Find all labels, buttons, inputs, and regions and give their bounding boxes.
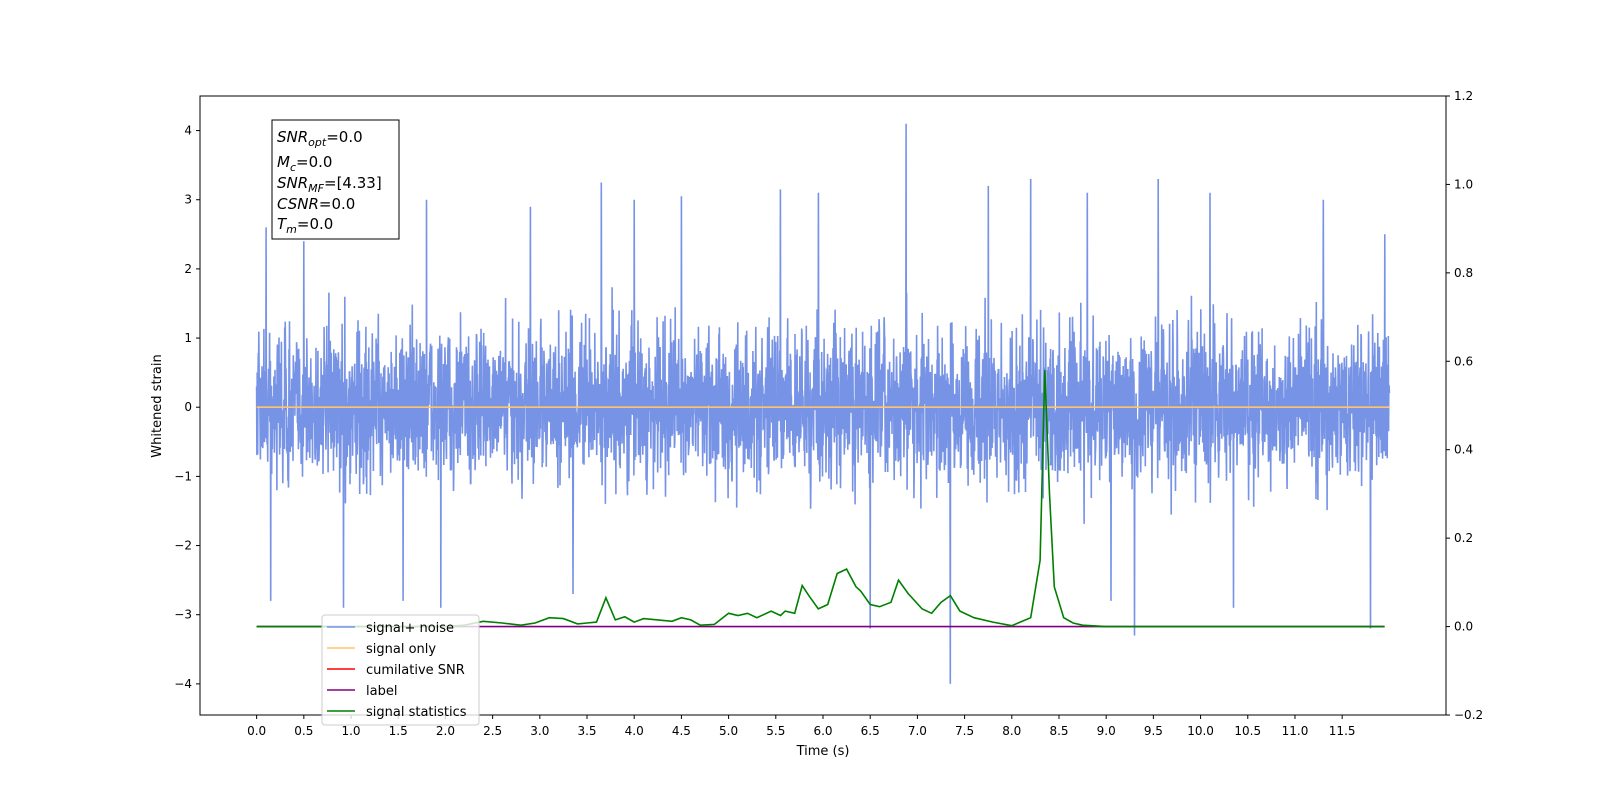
legend-label: signal statistics [366, 705, 467, 720]
legend-label: label [366, 684, 397, 699]
x-tick-label: 0.5 [294, 724, 313, 738]
series-signal-noise-line [255, 123, 1391, 684]
x-tick-label: 3.5 [577, 724, 596, 738]
y-tick-label: −1 [174, 469, 192, 483]
x-tick-label: 5.5 [766, 724, 785, 738]
x-tick-label: 7.0 [908, 724, 927, 738]
x-tick-label: 8.0 [1002, 724, 1021, 738]
y-tick-label: 2 [184, 262, 192, 276]
annotation-line-csnr: CSNR=0.0 [277, 195, 355, 213]
x-tick-label: 6.5 [861, 724, 880, 738]
y-axis-ticks: 4 3 2 1 0 −1 −2 −3 −4 [174, 124, 200, 691]
x-tick-label: 3.0 [530, 724, 549, 738]
stats-annotation-box: SNRopt=0.0 Mc=0.0 SNRMF=[4.33] CSNR=0.0 … [271, 119, 400, 240]
y2-tick-label: 0.8 [1454, 266, 1473, 280]
x-tick-label: 2.5 [483, 724, 502, 738]
x-tick-label: 1.0 [341, 724, 360, 738]
legend-label: cumilative SNR [366, 663, 465, 678]
x-tick-label: 11.5 [1329, 724, 1356, 738]
series-line-3 [256, 370, 1385, 628]
y2-tick-label: 0.6 [1454, 354, 1473, 368]
x-tick-label: 2.0 [436, 724, 455, 738]
y-tick-label: 4 [184, 124, 192, 138]
x-tick-label: 11.0 [1282, 724, 1309, 738]
x-axis-ticks: 0.0 0.5 1.0 1.5 2.0 2.5 3.0 3.5 4.0 4.5 5.0 5.5 6.0 6… [247, 715, 1356, 738]
legend-label: signal+ noise [366, 621, 454, 636]
legend-frame [321, 614, 480, 726]
x-tick-label: 5.0 [719, 724, 738, 738]
annotation-line-mc: Mc=0.0 [277, 153, 332, 174]
x-axis-label: Time (s) [796, 744, 850, 759]
y-tick-label: −4 [174, 677, 192, 691]
annotation-line-snr-opt: SNRopt=0.0 [277, 128, 363, 149]
y-tick-label: 1 [184, 331, 192, 345]
x-tick-label: 6.0 [813, 724, 832, 738]
y2-tick-label: 0.0 [1454, 620, 1473, 634]
x-tick-label: 10.0 [1187, 724, 1214, 738]
signal-noise-layer [255, 123, 1391, 684]
x-tick-label: 0.0 [247, 724, 266, 738]
y-tick-label: 3 [184, 193, 192, 207]
y2-tick-label: 1.0 [1454, 177, 1473, 191]
legend-label: signal only [366, 642, 436, 657]
x-tick-label: 9.5 [1144, 724, 1163, 738]
y2-tick-label: −0.2 [1454, 708, 1483, 722]
y-tick-label: −3 [174, 608, 192, 622]
annotation-line-tm: Tm=0.0 [277, 215, 333, 236]
x-tick-label: 9.0 [1097, 724, 1116, 738]
x-tick-label: 4.0 [625, 724, 644, 738]
y-tick-label: −2 [174, 539, 192, 553]
x-tick-label: 8.5 [1049, 724, 1068, 738]
legend: signal+ noise signal only cumilative SNR la… [321, 614, 480, 726]
annotation-line-snr-mf: SNRMF=[4.33] [277, 174, 382, 195]
annotation-box-frame [271, 119, 400, 240]
x-tick-label: 1.5 [389, 724, 408, 738]
y2-tick-label: 1.2 [1454, 89, 1473, 103]
y2-tick-label: 0.4 [1454, 443, 1473, 457]
y2-axis-ticks: 1.2 1.0 0.8 0.6 0.4 0.2 0.0 −0.2 [1446, 89, 1483, 722]
x-tick-label: 7.5 [955, 724, 974, 738]
x-tick-label: 4.5 [672, 724, 691, 738]
y-axis-label: Whitened strain [150, 354, 165, 457]
x-tick-label: 10.5 [1234, 724, 1261, 738]
y2-tick-label: 0.2 [1454, 531, 1473, 545]
y-tick-label: 0 [184, 400, 192, 414]
